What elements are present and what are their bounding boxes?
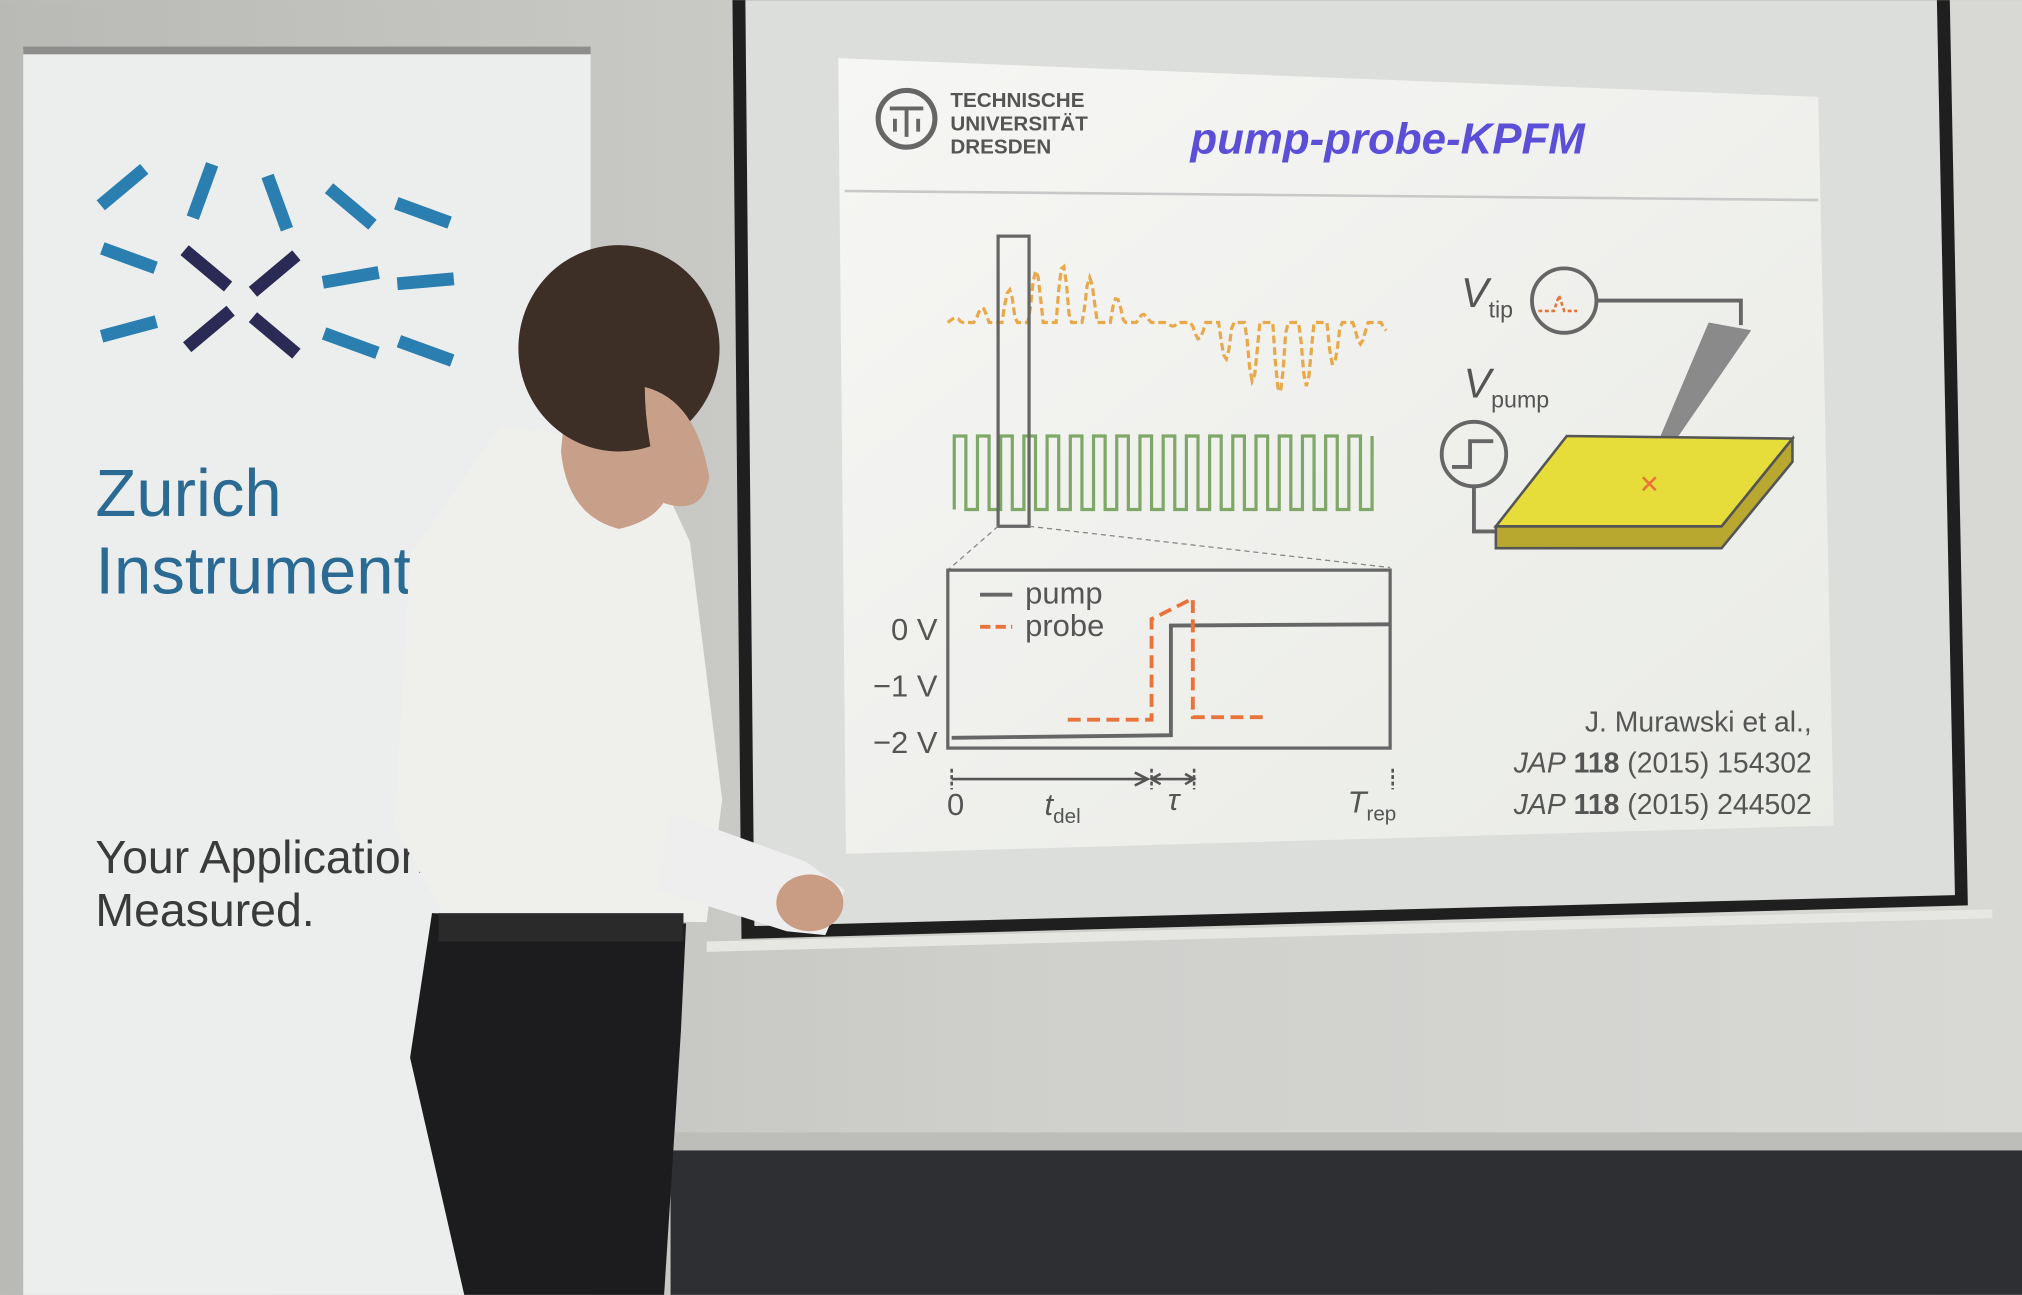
x-label-base: τ bbox=[1168, 782, 1182, 817]
shirt bbox=[394, 425, 723, 923]
brand-text: Zurich bbox=[95, 456, 281, 531]
wire bbox=[1596, 298, 1743, 326]
signal-label: Vtip bbox=[1461, 270, 1513, 322]
x-label-base: 0 bbox=[947, 787, 964, 822]
signal-label: Vpump bbox=[1464, 360, 1550, 412]
probe-trace bbox=[1067, 595, 1264, 722]
zoom-window bbox=[996, 234, 1031, 528]
logo-stick bbox=[261, 173, 294, 232]
citation-volume: 118 bbox=[1574, 789, 1620, 821]
x-label-base: T bbox=[1348, 785, 1369, 820]
tagline: Measured. bbox=[95, 884, 314, 936]
slide-title: pump-probe-KPFM bbox=[1189, 115, 1586, 164]
floor bbox=[670, 1147, 2022, 1295]
wire bbox=[1472, 486, 1499, 534]
logo-stick bbox=[183, 305, 235, 353]
screen-bar bbox=[706, 909, 1993, 952]
institution: UNIVERSITÄT bbox=[950, 112, 1088, 135]
x-label-sub: rep bbox=[1366, 802, 1396, 825]
tu-logo bbox=[875, 87, 938, 150]
presenter bbox=[394, 245, 845, 1295]
pump-step bbox=[1452, 439, 1494, 469]
x-label-base: t bbox=[1045, 787, 1055, 822]
pump-waveform bbox=[946, 263, 1388, 396]
signal-base: V bbox=[1461, 270, 1492, 316]
logo-stick bbox=[396, 335, 455, 367]
inset-frame bbox=[946, 568, 1392, 750]
logo-stick bbox=[321, 327, 380, 359]
x-label: τ bbox=[1168, 782, 1182, 817]
signal-sub: pump bbox=[1491, 387, 1549, 413]
x-label: 0 bbox=[947, 787, 964, 822]
time-ticks bbox=[950, 768, 1394, 790]
time-arrows bbox=[951, 771, 1197, 787]
logo-stick bbox=[100, 242, 158, 274]
citation-journal: JAP bbox=[1513, 748, 1566, 780]
tagline: Your Application bbox=[95, 831, 426, 883]
logo-stick bbox=[180, 245, 233, 292]
x-label: tdel bbox=[1045, 787, 1081, 828]
tip-pulse bbox=[1538, 291, 1578, 313]
trousers bbox=[410, 913, 687, 1295]
institution: TECHNISCHE bbox=[950, 89, 1084, 112]
logo-stick bbox=[96, 163, 149, 211]
brand-text: Instruments bbox=[95, 533, 445, 608]
skirting bbox=[670, 1132, 2022, 1151]
pump-trace bbox=[951, 622, 1391, 740]
x-label: Trep bbox=[1348, 785, 1397, 826]
citation: JAP 118 (2015) 244502 bbox=[1513, 789, 1812, 821]
belt bbox=[438, 913, 684, 942]
x-label-sub: del bbox=[1053, 805, 1081, 828]
legend-label: pump bbox=[1025, 576, 1102, 611]
citation-rest: (2015) 154302 bbox=[1627, 748, 1812, 780]
institution: DRESDEN bbox=[950, 136, 1051, 159]
legend-label: probe bbox=[1025, 608, 1104, 643]
tu-logo-mark bbox=[889, 106, 924, 137]
banner-rod bbox=[23, 46, 591, 55]
square-wave bbox=[952, 434, 1374, 512]
citation-journal: JAP bbox=[1513, 789, 1566, 821]
signal-base: V bbox=[1464, 360, 1495, 406]
citation: JAP 118 (2015) 154302 bbox=[1513, 748, 1812, 780]
y-label: −1 V bbox=[873, 669, 938, 704]
zoom-line bbox=[947, 525, 999, 571]
logo bbox=[96, 162, 455, 367]
logo-stick bbox=[186, 162, 219, 220]
citation: J. Murawski et al., bbox=[1585, 706, 1812, 738]
header-rule bbox=[844, 189, 1819, 202]
y-label: 0 V bbox=[891, 612, 938, 647]
logo-stick bbox=[248, 312, 301, 359]
citation-rest: (2015) 244502 bbox=[1627, 789, 1812, 821]
citation-volume: 118 bbox=[1574, 748, 1620, 780]
signal-sub: tip bbox=[1489, 296, 1514, 322]
probe-spot bbox=[1641, 476, 1657, 492]
logo-stick bbox=[99, 315, 159, 343]
zoom-line bbox=[1028, 525, 1391, 569]
logo-stick bbox=[394, 197, 452, 229]
y-label: −2 V bbox=[873, 725, 938, 760]
logo-stick bbox=[321, 266, 380, 289]
afm-tip bbox=[1650, 322, 1752, 460]
hand bbox=[776, 874, 844, 932]
logo-stick bbox=[324, 183, 377, 230]
sample-top bbox=[1493, 434, 1796, 528]
cheek bbox=[644, 387, 710, 507]
slide: TECHNISCHE UNIVERSITÄT DRESDEN pump-prob… bbox=[838, 58, 1834, 854]
logo-stick bbox=[396, 272, 455, 291]
logo-stick bbox=[248, 250, 301, 297]
